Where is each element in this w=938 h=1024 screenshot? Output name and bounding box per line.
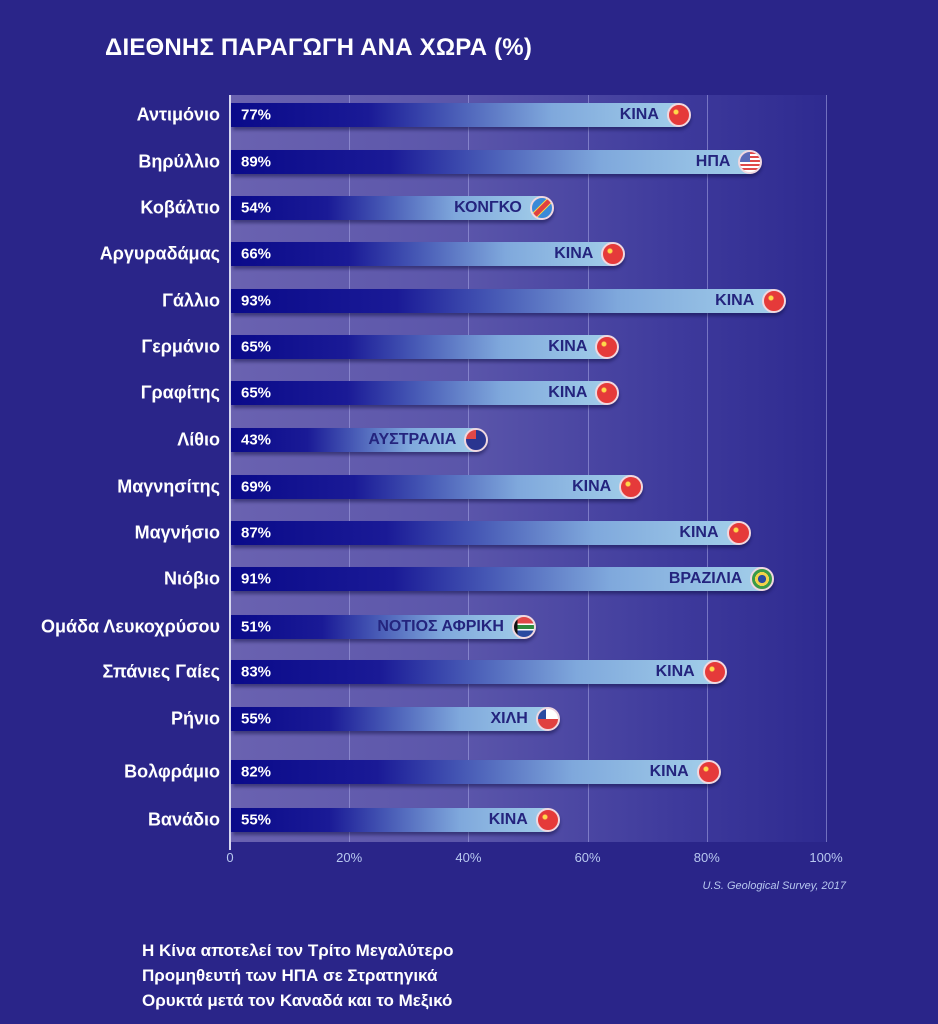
china-flag-icon [535,808,560,832]
bar: 65% ΚΙΝΑ [231,381,620,405]
category-label: Λίθιο [177,429,220,450]
footnote-line: Προμηθευτή των ΗΠΑ σε Στρατηγικά [142,966,438,985]
value-label: 65% [241,338,272,356]
bar: 91% ΒΡΑΖΙΛΙΑ [231,567,775,591]
country-label: ΚΙΝΑ [655,663,695,680]
value-label: 51% [241,618,272,636]
country-label: ΗΠΑ [695,153,731,170]
category-label: Μαγνησίτης [117,476,220,497]
value-label: 69% [241,478,272,496]
country-label: ΚΙΝΑ [488,811,528,828]
country-label: ΚΟΝΓΚΟ [454,199,522,216]
chart-title: ΔΙΕΘΝΗΣ ΠΑΡΑΓΩΓΗ ΑΝΑ ΧΩΡΑ (%) [105,34,533,61]
x-tick-label: 80% [693,850,720,865]
gridline [349,95,351,842]
bar: 51% ΝΟΤΙΟΣ ΑΦΡΙΚΗ [231,615,536,639]
value-label: 91% [241,570,272,588]
category-label: Σπάνιες Γαίες [102,661,220,682]
category-label: Βολφράμιο [124,761,220,782]
china-flag-icon [666,103,691,127]
value-label: 77% [241,106,272,124]
category-label: Ρήνιο [170,708,220,729]
china-flag-icon [726,521,751,545]
value-label: 65% [241,384,272,402]
south-africa-flag-icon [511,615,536,639]
value-label: 43% [241,431,272,449]
country-label: ΚΙΝΑ [572,478,612,495]
bar: 83% ΚΙΝΑ [231,660,727,684]
value-label: 54% [241,199,272,217]
china-flag-icon [762,289,787,313]
category-label: Ομάδα Λευκοχρύσου [41,616,220,637]
value-label: 66% [241,245,272,263]
country-label: ΚΙΝΑ [649,763,689,780]
gridline [706,95,708,842]
bar: 93% ΚΙΝΑ [231,289,787,313]
x-tick-label: 0 [226,850,234,865]
bar: 66% ΚΙΝΑ [231,242,626,266]
bar: 87% ΚΙΝΑ [231,521,751,545]
bar: 69% ΚΙΝΑ [231,475,644,499]
category-label: Μαγνήσιο [134,522,220,543]
gridline [826,95,827,842]
country-label: ΧΙΛΗ [490,710,528,727]
x-tick-label: 60% [574,850,601,865]
category-label: Βηρύλλιο [138,151,220,172]
value-label: 89% [241,153,272,171]
footnote-line: Ορυκτά μετά τον Καναδά και το Μεξικό [142,991,453,1010]
country-label: ΚΙΝΑ [715,292,755,309]
congo-flag-icon [529,196,554,220]
bar: 55% ΚΙΝΑ [231,808,560,832]
x-tick-label: 40% [455,850,482,865]
footnote-line: Η Κίνα αποτελεί τον Τρίτο Μεγαλύτερο [142,941,454,960]
country-label: ΝΟΤΙΟΣ ΑΦΡΙΚΗ [377,618,504,635]
china-flag-icon [702,660,727,684]
footnote: Η Κίνα αποτελεί τον Τρίτο Μεγαλύτερο Προ… [142,938,453,1013]
category-label: Αργυραδάμας [99,243,220,264]
bar: 77% ΚΙΝΑ [231,103,691,127]
category-label: Βανάδιο [147,809,220,830]
country-label: ΚΙΝΑ [548,384,588,401]
bar: 82% ΚΙΝΑ [231,760,721,784]
category-label: Κοβάλτιο [140,197,220,218]
category-label: Γερμάνιο [141,336,220,357]
category-label: Γάλλιο [162,290,220,311]
country-label: ΚΙΝΑ [548,338,588,355]
value-label: 83% [241,663,272,681]
value-label: 82% [241,763,272,781]
bar: 43% ΑΥΣΤΡΑΛΙΑ [231,428,489,452]
value-label: 87% [241,524,272,542]
value-label: 55% [241,710,272,728]
australia-flag-icon [464,428,489,452]
chile-flag-icon [535,707,560,731]
category-label: Γραφίτης [140,382,220,403]
x-tick-label: 100% [809,850,843,865]
gridline [468,95,470,842]
source-label: U.S. Geological Survey, 2017 [702,880,846,892]
bar: 55% ΧΙΛΗ [231,707,560,731]
usa-flag-icon [738,150,763,174]
x-tick-label: 20% [336,850,363,865]
country-label: ΚΙΝΑ [679,524,719,541]
country-label: ΚΙΝΑ [554,245,594,262]
category-label: Νιόβιο [164,568,220,589]
bar: 54% ΚΟΝΓΚΟ [231,196,554,220]
bar: 65% ΚΙΝΑ [231,335,620,359]
country-label: ΚΙΝΑ [619,106,659,123]
category-label: Αντιμόνιο [136,104,220,125]
china-flag-icon [619,475,644,499]
bar: 89% ΗΠΑ [231,150,763,174]
value-label: 93% [241,292,272,310]
country-label: ΑΥΣΤΡΑΛΙΑ [368,431,457,448]
country-label: ΒΡΑΖΙΛΙΑ [668,570,743,587]
china-flag-icon [595,381,620,405]
brazil-flag-icon [750,567,775,591]
china-flag-icon [601,242,626,266]
value-label: 55% [241,811,272,829]
china-flag-icon [696,760,721,784]
gridline [587,95,589,842]
y-axis-line [229,95,231,850]
china-flag-icon [595,335,620,359]
